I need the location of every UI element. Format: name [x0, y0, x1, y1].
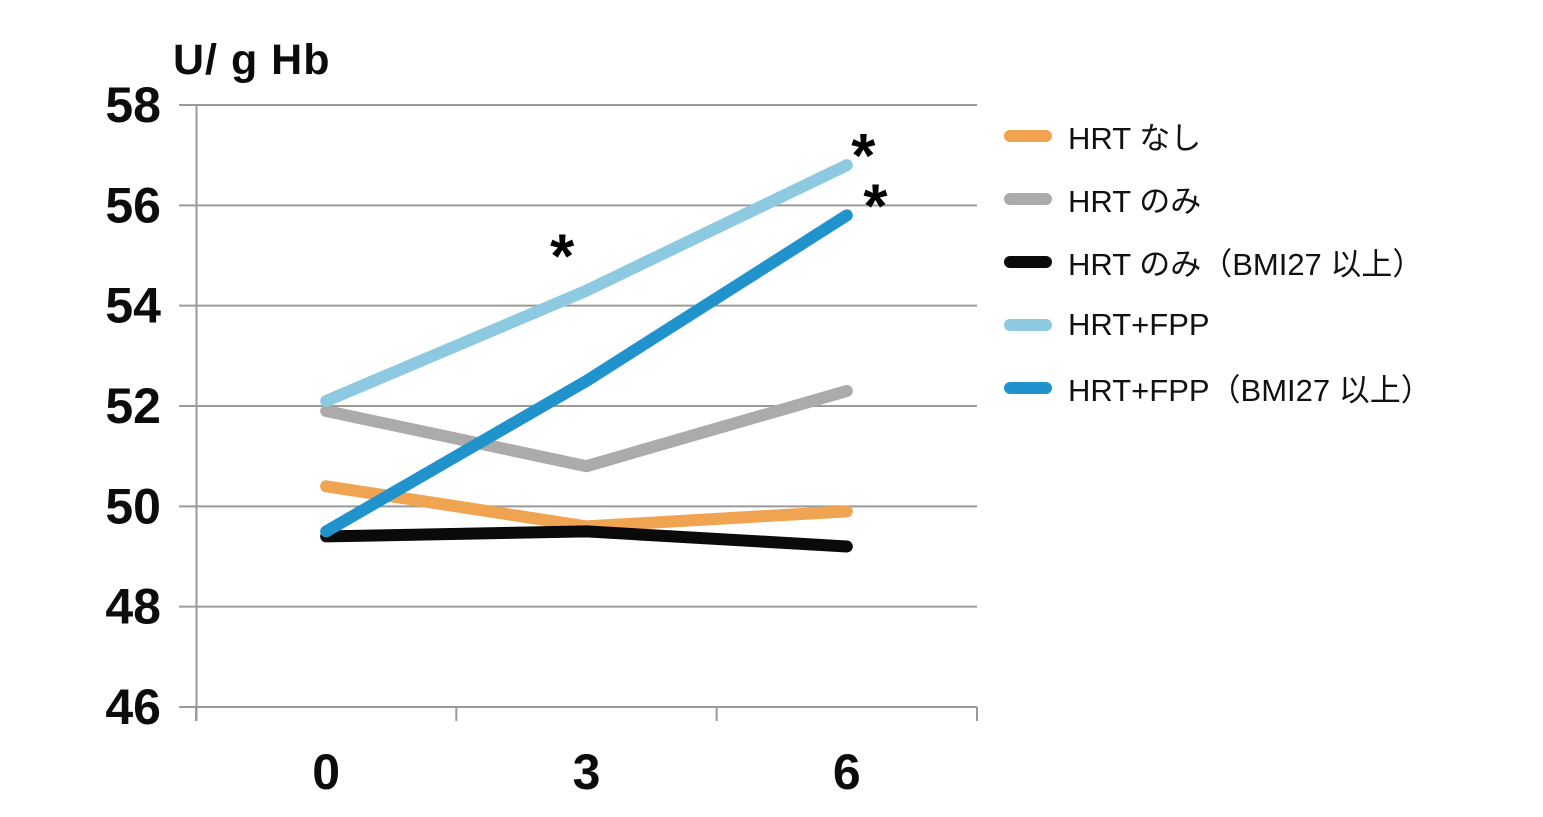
- asterisk-annotation: *: [851, 122, 876, 191]
- legend-item: HRT+FPP（BMI27 以上）: [1004, 356, 1432, 419]
- legend-item: HRT のみ（BMI27 以上）: [1004, 230, 1432, 293]
- legend-label: HRT+FPP: [1068, 306, 1210, 342]
- x-tick-label: 6: [833, 744, 861, 800]
- asterisk-annotation: *: [863, 172, 888, 241]
- x-tick-label: 0: [312, 744, 340, 800]
- series-line: [320, 209, 853, 538]
- y-axis-tick-labels: 46 48 50 52 54 56 58: [105, 77, 161, 735]
- x-axis-tick-labels: 0 3 6: [312, 744, 860, 800]
- asterisk-annotation: *: [550, 223, 575, 292]
- y-tick-label: 56: [105, 177, 161, 233]
- x-tick-label: 3: [573, 744, 601, 800]
- y-tick-label: 46: [105, 679, 161, 735]
- y-tick-label: 48: [105, 579, 161, 635]
- legend-label: HRT なし: [1068, 121, 1202, 156]
- legend-item: HRT のみ: [1004, 167, 1432, 230]
- legend-item: HRT+FPP: [1004, 293, 1432, 356]
- series-line: [320, 384, 853, 473]
- legend-swatch: [1004, 129, 1052, 142]
- legend-label: HRT のみ（BMI27 以上）: [1068, 247, 1424, 282]
- series-lines: [320, 159, 853, 553]
- legend-swatch: [1004, 192, 1052, 205]
- legend-swatch: [1004, 318, 1052, 331]
- gridlines: [179, 104, 977, 708]
- legend-swatch: [1004, 381, 1052, 394]
- y-axis-unit-title: U/ g Hb: [173, 36, 331, 84]
- y-tick-label: 50: [105, 478, 161, 534]
- series-line: [320, 159, 853, 407]
- axes: [195, 104, 978, 721]
- legend-label: HRT+FPP（BMI27 以上）: [1068, 373, 1432, 408]
- legend-item: HRT なし: [1004, 104, 1432, 167]
- significance-asterisks: ***: [550, 122, 888, 291]
- legend: HRT なし HRT のみ HRT のみ（BMI27 以上） HRT+FPP HRT+F…: [1004, 104, 1432, 419]
- y-tick-label: 58: [105, 77, 161, 133]
- series-line: [320, 525, 853, 553]
- legend-swatch: [1004, 255, 1052, 268]
- y-tick-label: 54: [105, 278, 161, 334]
- legend-label: HRT のみ: [1068, 184, 1202, 219]
- y-tick-label: 52: [105, 378, 161, 434]
